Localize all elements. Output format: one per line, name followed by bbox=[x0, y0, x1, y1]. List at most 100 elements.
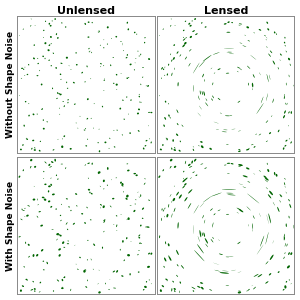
Ellipse shape bbox=[161, 77, 162, 79]
Ellipse shape bbox=[138, 272, 140, 273]
Ellipse shape bbox=[73, 82, 75, 83]
Ellipse shape bbox=[286, 281, 287, 283]
Ellipse shape bbox=[286, 224, 287, 227]
Ellipse shape bbox=[204, 167, 207, 169]
Ellipse shape bbox=[28, 256, 30, 258]
Ellipse shape bbox=[211, 68, 212, 69]
Ellipse shape bbox=[48, 190, 49, 192]
Ellipse shape bbox=[184, 183, 187, 185]
Ellipse shape bbox=[137, 51, 139, 52]
Ellipse shape bbox=[259, 213, 261, 217]
Ellipse shape bbox=[123, 50, 124, 51]
Ellipse shape bbox=[148, 253, 150, 254]
Ellipse shape bbox=[204, 220, 205, 224]
Ellipse shape bbox=[41, 83, 43, 85]
Ellipse shape bbox=[247, 206, 251, 211]
Ellipse shape bbox=[103, 188, 104, 189]
Ellipse shape bbox=[84, 222, 86, 224]
Ellipse shape bbox=[183, 38, 185, 41]
Ellipse shape bbox=[88, 189, 90, 190]
Ellipse shape bbox=[199, 106, 202, 110]
Ellipse shape bbox=[20, 290, 22, 292]
Ellipse shape bbox=[248, 181, 250, 183]
Ellipse shape bbox=[127, 54, 128, 56]
Ellipse shape bbox=[183, 30, 184, 31]
Ellipse shape bbox=[28, 115, 30, 116]
Ellipse shape bbox=[200, 230, 201, 237]
Ellipse shape bbox=[240, 69, 242, 70]
Ellipse shape bbox=[104, 79, 105, 80]
Ellipse shape bbox=[98, 283, 99, 284]
Ellipse shape bbox=[265, 177, 269, 181]
Ellipse shape bbox=[170, 194, 171, 197]
Ellipse shape bbox=[227, 173, 230, 174]
Ellipse shape bbox=[277, 207, 280, 212]
Ellipse shape bbox=[167, 214, 168, 217]
Ellipse shape bbox=[99, 150, 100, 152]
Ellipse shape bbox=[150, 112, 152, 113]
Ellipse shape bbox=[34, 166, 36, 168]
Ellipse shape bbox=[120, 41, 122, 42]
Ellipse shape bbox=[22, 208, 23, 210]
Ellipse shape bbox=[192, 172, 195, 173]
Ellipse shape bbox=[110, 64, 111, 66]
Ellipse shape bbox=[176, 275, 178, 277]
Ellipse shape bbox=[285, 140, 287, 142]
Ellipse shape bbox=[193, 149, 194, 151]
Ellipse shape bbox=[60, 235, 62, 236]
Ellipse shape bbox=[61, 204, 62, 205]
Ellipse shape bbox=[58, 234, 60, 236]
Ellipse shape bbox=[111, 38, 112, 39]
Ellipse shape bbox=[61, 146, 63, 148]
Y-axis label: With Shape Noise: With Shape Noise bbox=[6, 181, 15, 271]
Ellipse shape bbox=[123, 191, 124, 193]
Ellipse shape bbox=[237, 71, 238, 72]
Ellipse shape bbox=[74, 103, 76, 105]
Ellipse shape bbox=[171, 200, 172, 203]
Ellipse shape bbox=[121, 185, 124, 187]
Ellipse shape bbox=[164, 75, 165, 76]
Ellipse shape bbox=[59, 114, 60, 115]
Ellipse shape bbox=[163, 28, 164, 30]
Ellipse shape bbox=[260, 236, 264, 247]
Ellipse shape bbox=[201, 145, 203, 148]
Ellipse shape bbox=[266, 261, 268, 264]
Ellipse shape bbox=[201, 287, 204, 289]
Ellipse shape bbox=[43, 37, 44, 38]
Ellipse shape bbox=[41, 108, 43, 110]
Ellipse shape bbox=[45, 21, 46, 22]
Ellipse shape bbox=[86, 207, 88, 208]
Ellipse shape bbox=[38, 63, 39, 64]
Ellipse shape bbox=[185, 57, 187, 60]
Ellipse shape bbox=[79, 257, 81, 258]
Ellipse shape bbox=[51, 65, 52, 66]
Ellipse shape bbox=[119, 108, 121, 109]
Y-axis label: Without Shape Noise: Without Shape Noise bbox=[6, 31, 15, 138]
Ellipse shape bbox=[34, 44, 35, 46]
Ellipse shape bbox=[283, 115, 285, 118]
Ellipse shape bbox=[23, 169, 24, 171]
Ellipse shape bbox=[271, 115, 272, 117]
Ellipse shape bbox=[77, 128, 78, 129]
Ellipse shape bbox=[268, 53, 271, 57]
Ellipse shape bbox=[27, 74, 28, 75]
Ellipse shape bbox=[238, 166, 241, 167]
Ellipse shape bbox=[63, 277, 65, 278]
Ellipse shape bbox=[165, 241, 166, 244]
Ellipse shape bbox=[100, 204, 102, 206]
Ellipse shape bbox=[40, 141, 41, 142]
Ellipse shape bbox=[238, 164, 243, 166]
Ellipse shape bbox=[107, 44, 108, 45]
Ellipse shape bbox=[281, 54, 282, 56]
Ellipse shape bbox=[284, 182, 285, 185]
Ellipse shape bbox=[122, 183, 124, 186]
Ellipse shape bbox=[26, 138, 27, 139]
Ellipse shape bbox=[31, 148, 32, 150]
Ellipse shape bbox=[284, 178, 286, 179]
Ellipse shape bbox=[169, 166, 171, 169]
Ellipse shape bbox=[172, 198, 175, 201]
Ellipse shape bbox=[159, 35, 160, 36]
Ellipse shape bbox=[102, 247, 103, 249]
Ellipse shape bbox=[278, 271, 280, 273]
Ellipse shape bbox=[146, 85, 147, 86]
